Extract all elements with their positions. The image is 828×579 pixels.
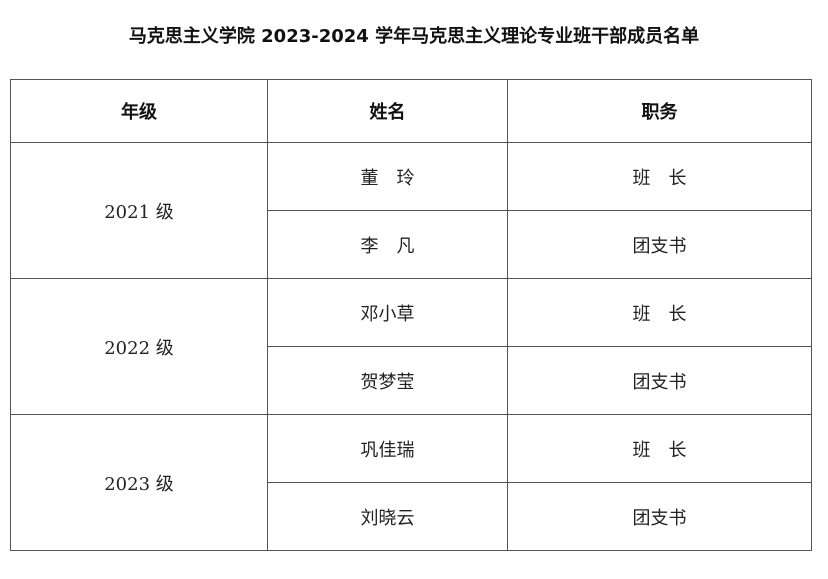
table-row: 贺梦莹 团支书 — [11, 346, 812, 415]
table-row: 刘晓云 团支书 — [11, 482, 812, 551]
role-cell: 班 长 — [507, 278, 812, 347]
table-row: 2021 级 董 玲 班 长 — [10, 142, 812, 279]
name-cell: 巩佳瑞 — [267, 414, 508, 483]
name-cell: 贺梦莹 — [267, 346, 508, 415]
role-cell: 班 长 — [507, 142, 812, 211]
role-cell: 团支书 — [507, 346, 812, 415]
role-cell: 团支书 — [507, 210, 812, 279]
table-row: 李 凡 团支书 — [11, 210, 812, 279]
grade-cell: 2023 级 — [10, 414, 268, 551]
header-row: 年级 姓名 职务 — [10, 79, 812, 143]
header-name: 姓名 — [267, 79, 508, 143]
table-row: 2023 级 巩佳瑞 班 长 — [10, 414, 812, 551]
name-cell: 邓小草 — [267, 278, 508, 347]
document-title: 马克思主义学院 2023-2024 学年马克思主义理论专业班干部成员名单 — [128, 26, 700, 47]
grade-cell: 2021 级 — [10, 142, 268, 279]
name-cell: 董 玲 — [267, 142, 508, 211]
role-cell: 班 长 — [507, 414, 812, 483]
cadre-table: 年级 姓名 职务 2021 级 董 玲 班 长 李 凡 团支书 2022 级 邓… — [10, 79, 812, 551]
name-cell: 刘晓云 — [267, 482, 508, 551]
role-cell: 团支书 — [507, 482, 812, 551]
header-role: 职务 — [507, 79, 812, 143]
header-grade: 年级 — [10, 79, 268, 143]
name-cell: 李 凡 — [267, 210, 508, 279]
table-row: 2022 级 邓小草 班 长 — [10, 278, 812, 415]
grade-cell: 2022 级 — [10, 278, 268, 415]
